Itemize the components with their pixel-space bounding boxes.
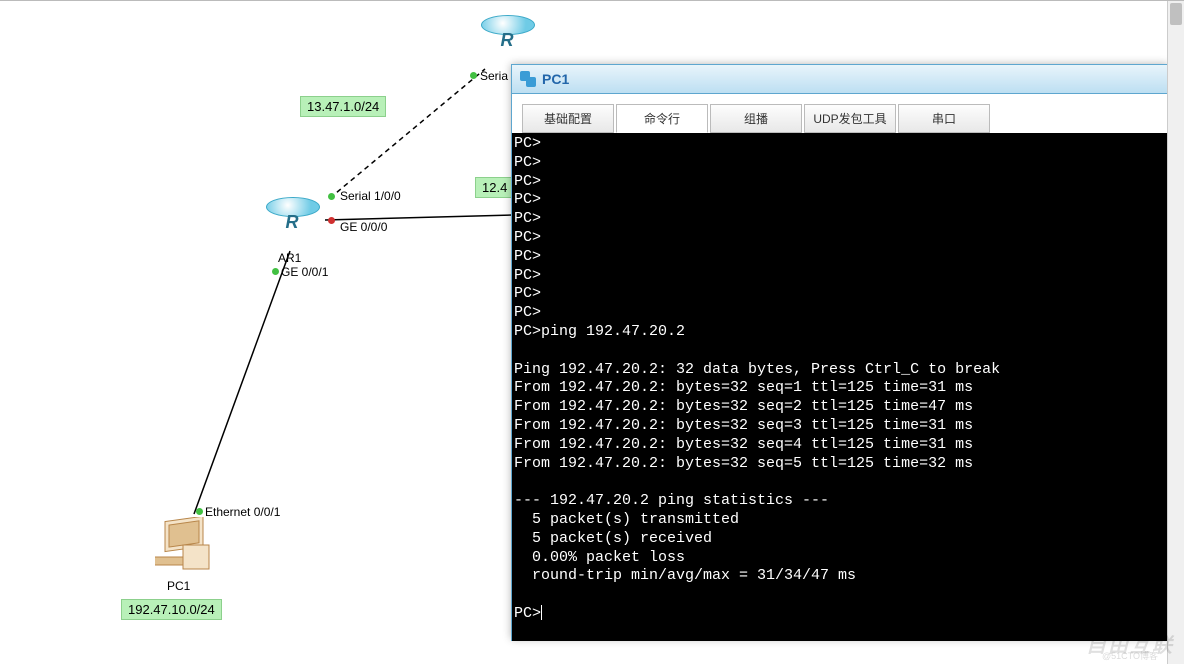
router-ar1[interactable]: R	[266, 197, 318, 237]
iface-r3-serial: Seria	[480, 69, 508, 83]
iface-pc1-eth: Ethernet 0/0/1	[205, 505, 280, 519]
pc1-label: PC1	[167, 579, 190, 593]
status-dot-r3-serial	[470, 72, 477, 79]
vertical-scrollbar[interactable]	[1167, 1, 1184, 664]
router-top[interactable]: R	[481, 15, 533, 55]
status-dot-pc1-eth	[196, 508, 203, 515]
pc1-window-title: PC1	[542, 71, 569, 87]
pc1-window: PC1 基础配置 命令行 组播 UDP发包工具 串口 PC> PC> PC> P…	[511, 64, 1168, 639]
tab-udp[interactable]: UDP发包工具	[804, 104, 896, 133]
pc1-tabs: 基础配置 命令行 组播 UDP发包工具 串口	[511, 104, 1168, 133]
subnet-label-3: 192.47.10.0/24	[121, 599, 222, 620]
terminal[interactable]: PC> PC> PC> PC> PC> PC> PC> PC> PC> PC> …	[511, 133, 1168, 641]
status-dot-r1-ge0	[328, 217, 335, 224]
status-dot-r1-ge1	[272, 268, 279, 275]
iface-r1-serial: Serial 1/0/0	[340, 189, 401, 203]
pc1-title-icon	[520, 71, 536, 87]
viewport: R R AR1 PC1 13.47.1.0/24 12.4 192.47.10.…	[0, 0, 1184, 664]
iface-r1-ge1: GE 0/0/1	[281, 265, 328, 279]
tab-basic[interactable]: 基础配置	[522, 104, 614, 133]
pc1-device[interactable]	[155, 517, 215, 577]
subnet-label-1: 13.47.1.0/24	[300, 96, 386, 117]
pc1-titlebar[interactable]: PC1	[511, 64, 1168, 94]
tab-cli[interactable]: 命令行	[616, 104, 708, 133]
subnet-label-2: 12.4	[475, 177, 514, 198]
tab-serial[interactable]: 串口	[898, 104, 990, 133]
small-watermark: @51CTO博客	[1102, 649, 1158, 662]
scrollbar-thumb[interactable]	[1170, 3, 1182, 25]
tab-multicast[interactable]: 组播	[710, 104, 802, 133]
status-dot-r1-serial	[328, 193, 335, 200]
iface-r1-ge0: GE 0/0/0	[340, 220, 387, 234]
pc1-spacer	[511, 94, 1168, 104]
ar1-label: AR1	[278, 251, 301, 265]
